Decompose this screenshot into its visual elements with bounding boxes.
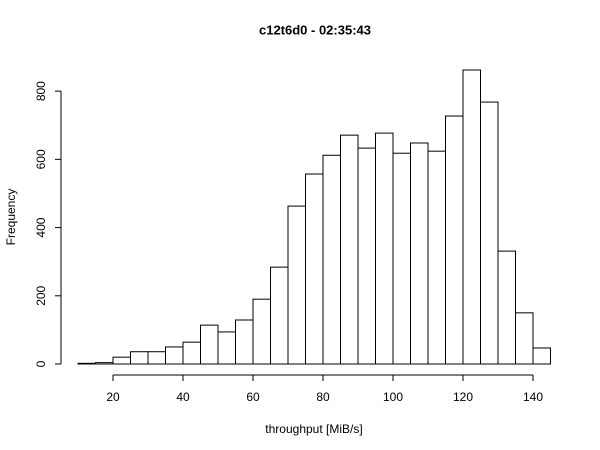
- x-tick-label: 100: [383, 390, 403, 404]
- y-tick-label: 800: [34, 81, 48, 101]
- bar: [392, 152, 411, 365]
- bar: [112, 356, 131, 365]
- bar: [77, 362, 96, 365]
- x-tick-label: 40: [176, 390, 190, 404]
- bar: [182, 341, 201, 365]
- bar: [305, 173, 324, 365]
- bar: [322, 154, 341, 365]
- bar: [427, 150, 446, 365]
- chart-title: c12t6d0 - 02:35:43: [259, 22, 371, 37]
- bar: [357, 147, 376, 365]
- bar: [95, 362, 114, 365]
- bar: [497, 250, 516, 365]
- y-tick-label: 200: [34, 285, 48, 305]
- bar: [235, 319, 254, 365]
- bar: [462, 69, 481, 365]
- y-tick-label: 600: [34, 149, 48, 169]
- bar: [340, 134, 359, 365]
- bar: [200, 324, 219, 365]
- x-tick-label: 20: [106, 390, 120, 404]
- x-tick-label: 120: [453, 390, 473, 404]
- bar: [515, 312, 534, 365]
- bar: [252, 298, 271, 365]
- x-tick-label: 80: [316, 390, 330, 404]
- bar: [532, 347, 551, 365]
- bar: [217, 331, 236, 365]
- bar: [375, 132, 394, 365]
- x-axis-label: throughput [MiB/s]: [265, 422, 362, 436]
- bar: [445, 115, 464, 365]
- y-tick-label: 400: [34, 217, 48, 237]
- bar: [410, 142, 429, 365]
- y-axis-label: Frequency: [4, 189, 18, 246]
- x-tick-label: 140: [523, 390, 543, 404]
- y-tick-label: 0: [34, 360, 48, 367]
- bar: [147, 351, 166, 365]
- bar: [130, 351, 149, 365]
- bar: [287, 205, 306, 365]
- bar: [480, 101, 499, 365]
- bar: [165, 346, 184, 365]
- x-tick-label: 60: [246, 390, 260, 404]
- bar: [270, 266, 289, 365]
